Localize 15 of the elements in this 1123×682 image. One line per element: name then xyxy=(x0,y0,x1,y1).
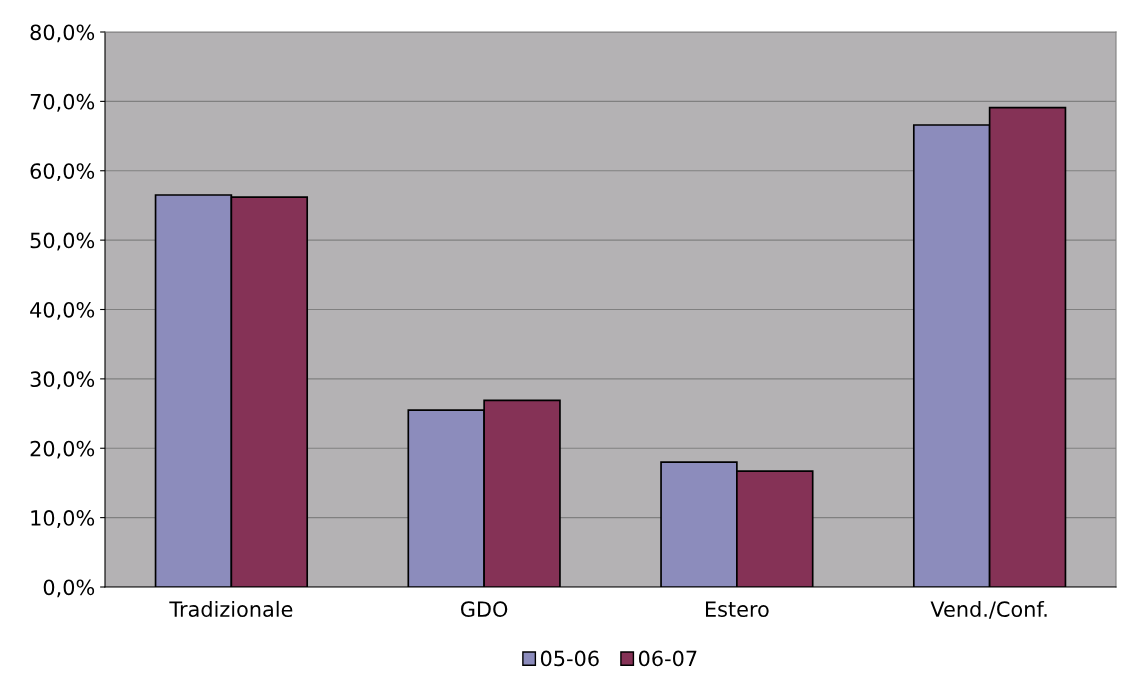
y-tick-label: 20,0% xyxy=(30,440,95,459)
y-tick-label: 40,0% xyxy=(30,301,95,320)
x-tick-label: GDO xyxy=(461,601,508,618)
y-tick-label: 10,0% xyxy=(31,510,95,528)
legend-label: 05-06 xyxy=(540,650,599,667)
legend-label: 06-07 xyxy=(638,650,697,667)
x-tick-label: Tradizionale xyxy=(169,600,293,618)
y-tick-label: 50,0% xyxy=(30,232,95,251)
x-tick-label: Vend./Conf. xyxy=(930,600,1047,619)
x-tick-label: Estero xyxy=(706,601,769,618)
y-tick-label: 70,0% xyxy=(30,93,95,112)
y-tick-label: 30,0% xyxy=(30,371,95,390)
y-tick-label: 60,0% xyxy=(30,163,95,182)
y-tick-label: 0,0% xyxy=(43,579,95,598)
y-tick-label: 80,0% xyxy=(30,24,95,43)
